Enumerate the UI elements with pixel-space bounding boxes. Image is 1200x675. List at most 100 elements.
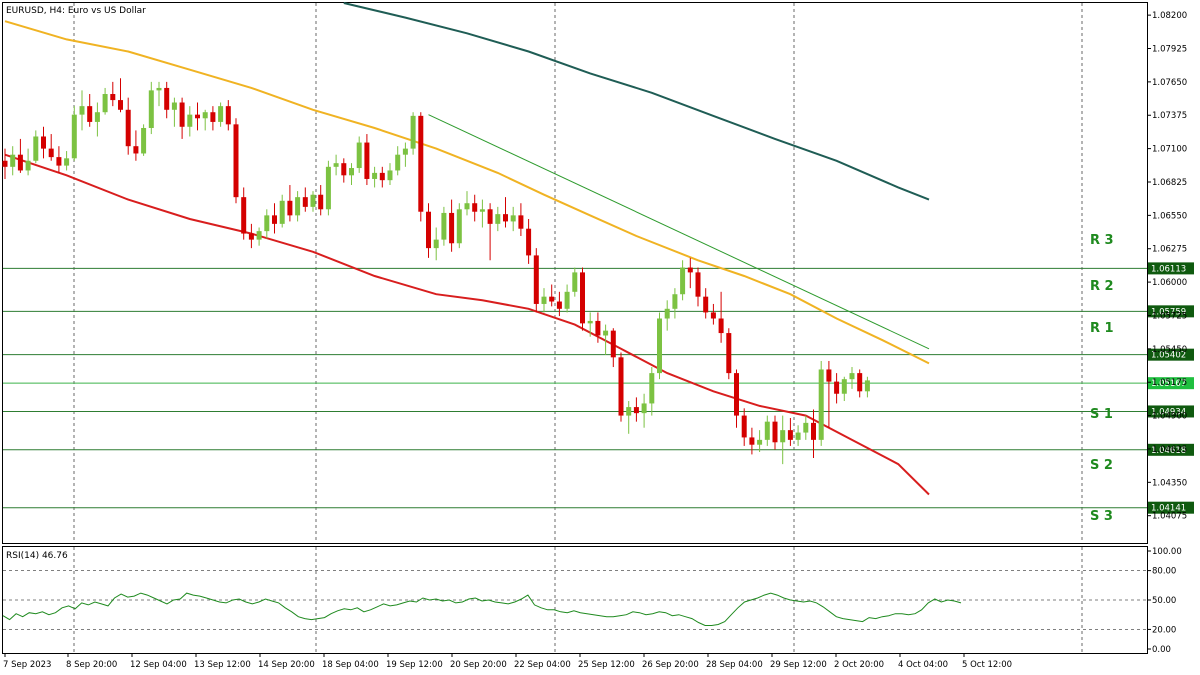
candle-body <box>94 112 100 122</box>
candle <box>672 288 678 319</box>
candle-body <box>687 267 693 273</box>
candle <box>79 90 85 131</box>
candle-body <box>202 112 208 119</box>
candle-body <box>287 200 293 216</box>
candle-body <box>272 215 277 224</box>
candle <box>618 352 624 422</box>
candle-body <box>718 318 724 334</box>
price-tag-box <box>1148 443 1194 456</box>
candle-body <box>695 272 701 297</box>
candle-body <box>626 407 632 416</box>
candle <box>41 126 46 159</box>
price-tick-label: 1.06550 <box>1152 211 1187 221</box>
candle-body <box>464 203 470 210</box>
candle <box>325 160 331 216</box>
candle <box>133 130 139 161</box>
candle-body <box>549 296 555 302</box>
time-tick-label: 4 Oct 04:00 <box>898 660 948 670</box>
candle <box>279 194 285 228</box>
candle <box>787 418 793 446</box>
time-tick-label: 14 Sep 20:00 <box>258 660 315 670</box>
candle-body <box>71 114 77 159</box>
candle-body <box>156 87 162 91</box>
candle <box>687 257 693 289</box>
level-label-r3: R 3 <box>1090 233 1114 248</box>
candle <box>272 203 277 234</box>
candle-body <box>441 212 447 240</box>
candle <box>33 130 39 164</box>
candle <box>633 397 639 422</box>
time-tick-label: 26 Sep 20:00 <box>642 660 699 670</box>
candle-body <box>248 233 254 240</box>
rsi-tick-label: 20.00 <box>1152 625 1176 635</box>
candle-body <box>195 114 200 119</box>
candle-body <box>864 380 870 392</box>
price-tick-label: 1.04075 <box>1152 512 1187 522</box>
candle-body <box>734 373 739 416</box>
candle-body <box>302 197 308 207</box>
price-tag-label: 1.05167 <box>1151 379 1186 389</box>
price-tick-label: 1.08200 <box>1152 11 1187 21</box>
price-tick-label: 1.04900 <box>1152 412 1187 422</box>
candle-body <box>118 100 123 110</box>
grid-layer <box>73 3 1083 653</box>
candle <box>10 146 16 176</box>
candle-body <box>456 209 462 244</box>
price-tick-label: 1.05450 <box>1152 345 1187 355</box>
candle-body <box>102 94 108 113</box>
candle <box>202 109 208 131</box>
level-label-s1: S 1 <box>1090 407 1113 422</box>
rsi-tick-label: 80.00 <box>1152 567 1176 577</box>
candle-body <box>125 109 131 147</box>
candle-body <box>333 163 339 167</box>
time-tick-label: 28 Sep 04:00 <box>706 660 763 670</box>
candle <box>580 267 585 331</box>
candle-body <box>233 124 239 198</box>
candle <box>510 206 516 232</box>
candle <box>426 203 431 258</box>
time-tick-label: 5 Oct 12:00 <box>962 660 1012 670</box>
price-tick-label: 1.05725 <box>1152 311 1187 321</box>
candle-body <box>841 379 847 394</box>
rsi-tick-label: 50.00 <box>1152 596 1176 606</box>
candle-body <box>110 94 116 101</box>
price-tag-box <box>1148 348 1194 361</box>
candle <box>479 199 485 228</box>
candle <box>549 284 555 307</box>
candle-body <box>341 163 347 176</box>
price-tick-label: 1.07375 <box>1152 111 1187 121</box>
candle <box>241 187 247 240</box>
candle-body <box>495 214 501 224</box>
candle-body <box>826 369 832 382</box>
candle <box>710 303 716 325</box>
time-tick-label: 22 Sep 04:00 <box>514 660 571 670</box>
candle-body <box>633 407 639 414</box>
candle-body <box>857 373 863 392</box>
candle-body <box>749 437 755 445</box>
candle-body <box>526 228 532 256</box>
price-tag-box <box>1148 405 1194 418</box>
candle <box>664 300 670 331</box>
candle-body <box>533 255 539 304</box>
time-tick-label: 13 Sep 12:00 <box>194 660 251 670</box>
price-tag-label: 1.06113 <box>1151 264 1186 274</box>
candle <box>857 369 863 398</box>
candle <box>410 112 416 155</box>
candle-body <box>402 148 408 155</box>
time-tick-label: 19 Sep 12:00 <box>386 660 443 670</box>
candle-body <box>387 170 393 181</box>
price-tag-label: 1.05402 <box>1151 351 1186 361</box>
candle <box>587 312 593 337</box>
candle <box>834 373 840 404</box>
candle <box>811 409 816 459</box>
candle-body <box>664 308 670 319</box>
candle <box>841 376 847 402</box>
candle <box>179 97 185 139</box>
candle <box>533 248 539 313</box>
candle <box>741 408 747 446</box>
candle-body <box>241 197 247 234</box>
level-label-s2: S 2 <box>1090 458 1113 473</box>
candle-body <box>48 148 54 158</box>
price-tick-label: 1.04350 <box>1152 478 1187 488</box>
